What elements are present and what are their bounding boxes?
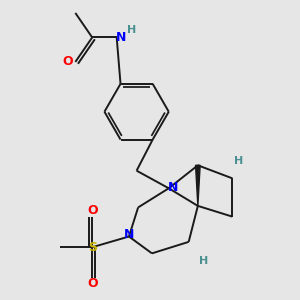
Text: O: O <box>87 204 98 217</box>
Text: O: O <box>62 56 73 68</box>
Text: N: N <box>168 181 178 194</box>
Text: N: N <box>116 31 127 44</box>
Text: S: S <box>88 241 97 254</box>
Text: H: H <box>200 256 208 266</box>
Text: O: O <box>87 278 98 290</box>
Text: H: H <box>234 157 243 166</box>
Text: N: N <box>124 229 134 242</box>
Polygon shape <box>196 165 200 206</box>
Text: H: H <box>127 25 136 35</box>
